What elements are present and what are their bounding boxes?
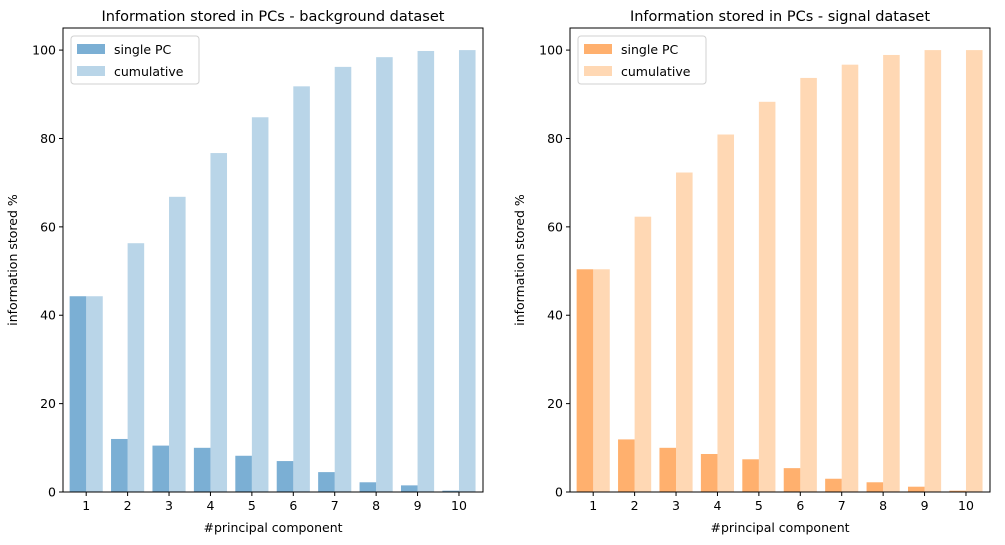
x-tick-label: 7: [331, 498, 339, 513]
x-tick-label: 8: [372, 498, 380, 513]
bar-cumulative-6: [293, 86, 310, 493]
bar-cumulative-5: [758, 101, 776, 492]
bar-single-pc-9: [907, 486, 925, 492]
x-tick-label: 10: [451, 498, 467, 513]
bar-single-pc-5: [742, 459, 759, 492]
bars: [69, 50, 476, 493]
chart-signal-dataset: Information stored in PCs - signal datas…: [512, 9, 991, 535]
bar-single-pc-2: [111, 438, 128, 492]
bar-cumulative-8: [883, 54, 900, 493]
bar-cumulative-1: [86, 296, 103, 492]
bar-cumulative-10: [458, 50, 476, 492]
x-ticks: 1 2 3 4 5 6 7 8 9 10: [82, 492, 467, 513]
bar-single-pc-4: [700, 453, 718, 492]
legend: single PC cumulative: [577, 35, 707, 85]
plot-frame: [62, 27, 484, 493]
chart-title: Information stored in PCs - signal datas…: [630, 9, 930, 25]
bar-cumulative-2: [634, 216, 652, 492]
bar-cumulative-5: [251, 117, 269, 492]
bar-single-pc-7: [825, 478, 842, 492]
y-tick-label: 60: [547, 219, 563, 234]
legend-swatch-single-pc: [584, 44, 612, 54]
bar-cumulative-1: [593, 269, 610, 492]
bar-single-pc-8: [359, 482, 377, 492]
legend-label-single-pc: single PC: [621, 42, 679, 57]
x-axis-label: #principal component: [710, 520, 849, 535]
bar-single-pc-10: [442, 490, 459, 492]
y-tick-label: 60: [40, 219, 56, 234]
x-axis-label: #principal component: [203, 520, 342, 535]
bar-single-pc-6: [783, 468, 801, 492]
x-tick-label: 1: [82, 498, 90, 513]
bar-cumulative-7: [334, 66, 352, 492]
y-tick-label: 100: [32, 43, 56, 58]
x-tick-label: 5: [755, 498, 763, 513]
y-tick-label: 20: [40, 396, 56, 411]
legend: single PC cumulative: [70, 35, 200, 85]
x-tick-label: 6: [796, 498, 804, 513]
x-tick-label: 7: [838, 498, 846, 513]
bar-single-pc-6: [276, 461, 294, 492]
x-tick-label: 2: [124, 498, 132, 513]
bars: [576, 50, 983, 493]
bar-single-pc-7: [318, 472, 335, 492]
bar-cumulative-3: [169, 196, 186, 492]
bar-single-pc-9: [400, 485, 418, 492]
y-tick-label: 80: [40, 131, 56, 146]
x-tick-label: 3: [672, 498, 680, 513]
bar-cumulative-7: [841, 64, 859, 492]
bar-cumulative-8: [376, 57, 393, 493]
bar-cumulative-10: [965, 50, 983, 492]
x-tick-label: 9: [921, 498, 929, 513]
legend-swatch-cumulative: [77, 66, 105, 76]
x-tick-label: 9: [414, 498, 422, 513]
y-tick-label: 0: [555, 485, 563, 500]
chart-title: Information stored in PCs - background d…: [102, 9, 445, 25]
y-ticks: 0 20 40 60 80 100: [539, 43, 570, 500]
y-tick-label: 40: [40, 308, 56, 323]
legend-swatch-single-pc: [77, 44, 105, 54]
legend-label-cumulative: cumulative: [114, 64, 184, 79]
x-tick-label: 4: [206, 498, 214, 513]
y-tick-label: 100: [539, 43, 563, 58]
legend-swatch-cumulative: [584, 66, 612, 76]
y-axis-label: information stored %: [5, 194, 20, 326]
plot-frame: [569, 27, 991, 493]
x-tick-label: 6: [289, 498, 297, 513]
y-tick-label: 40: [547, 308, 563, 323]
bar-single-pc-3: [659, 447, 677, 492]
bar-single-pc-4: [193, 447, 211, 492]
bar-cumulative-4: [210, 153, 228, 492]
legend-label-cumulative: cumulative: [621, 64, 691, 79]
chart-background-dataset: Information stored in PCs - background d…: [5, 9, 484, 535]
x-ticks: 1 2 3 4 5 6 7 8 9 10: [589, 492, 974, 513]
y-tick-label: 80: [547, 131, 563, 146]
bar-cumulative-2: [127, 243, 145, 492]
bar-cumulative-6: [800, 77, 817, 492]
bar-single-pc-5: [235, 455, 252, 492]
bar-cumulative-4: [717, 134, 735, 492]
y-tick-label: 20: [547, 396, 563, 411]
y-ticks: 0 20 40 60 80 100: [32, 43, 63, 500]
bar-single-pc-8: [866, 482, 884, 492]
x-tick-label: 4: [713, 498, 721, 513]
bar-single-pc-2: [618, 439, 635, 492]
bar-cumulative-3: [676, 172, 693, 492]
bar-cumulative-9: [924, 50, 942, 492]
x-tick-label: 10: [958, 498, 974, 513]
legend-label-single-pc: single PC: [114, 42, 172, 57]
bar-single-pc-1: [576, 269, 594, 492]
x-tick-label: 2: [631, 498, 639, 513]
bar-single-pc-10: [949, 490, 966, 492]
x-tick-label: 1: [589, 498, 597, 513]
x-tick-label: 5: [248, 498, 256, 513]
y-axis-label: information stored %: [512, 194, 527, 326]
bar-single-pc-3: [152, 445, 170, 492]
y-tick-label: 0: [48, 485, 56, 500]
x-tick-label: 8: [879, 498, 887, 513]
bar-cumulative-9: [417, 50, 435, 493]
bar-single-pc-1: [69, 296, 87, 492]
x-tick-label: 3: [165, 498, 173, 513]
